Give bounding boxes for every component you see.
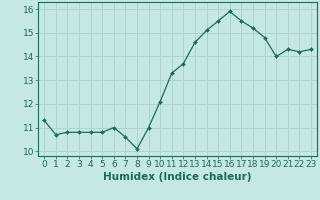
- X-axis label: Humidex (Indice chaleur): Humidex (Indice chaleur): [103, 172, 252, 182]
